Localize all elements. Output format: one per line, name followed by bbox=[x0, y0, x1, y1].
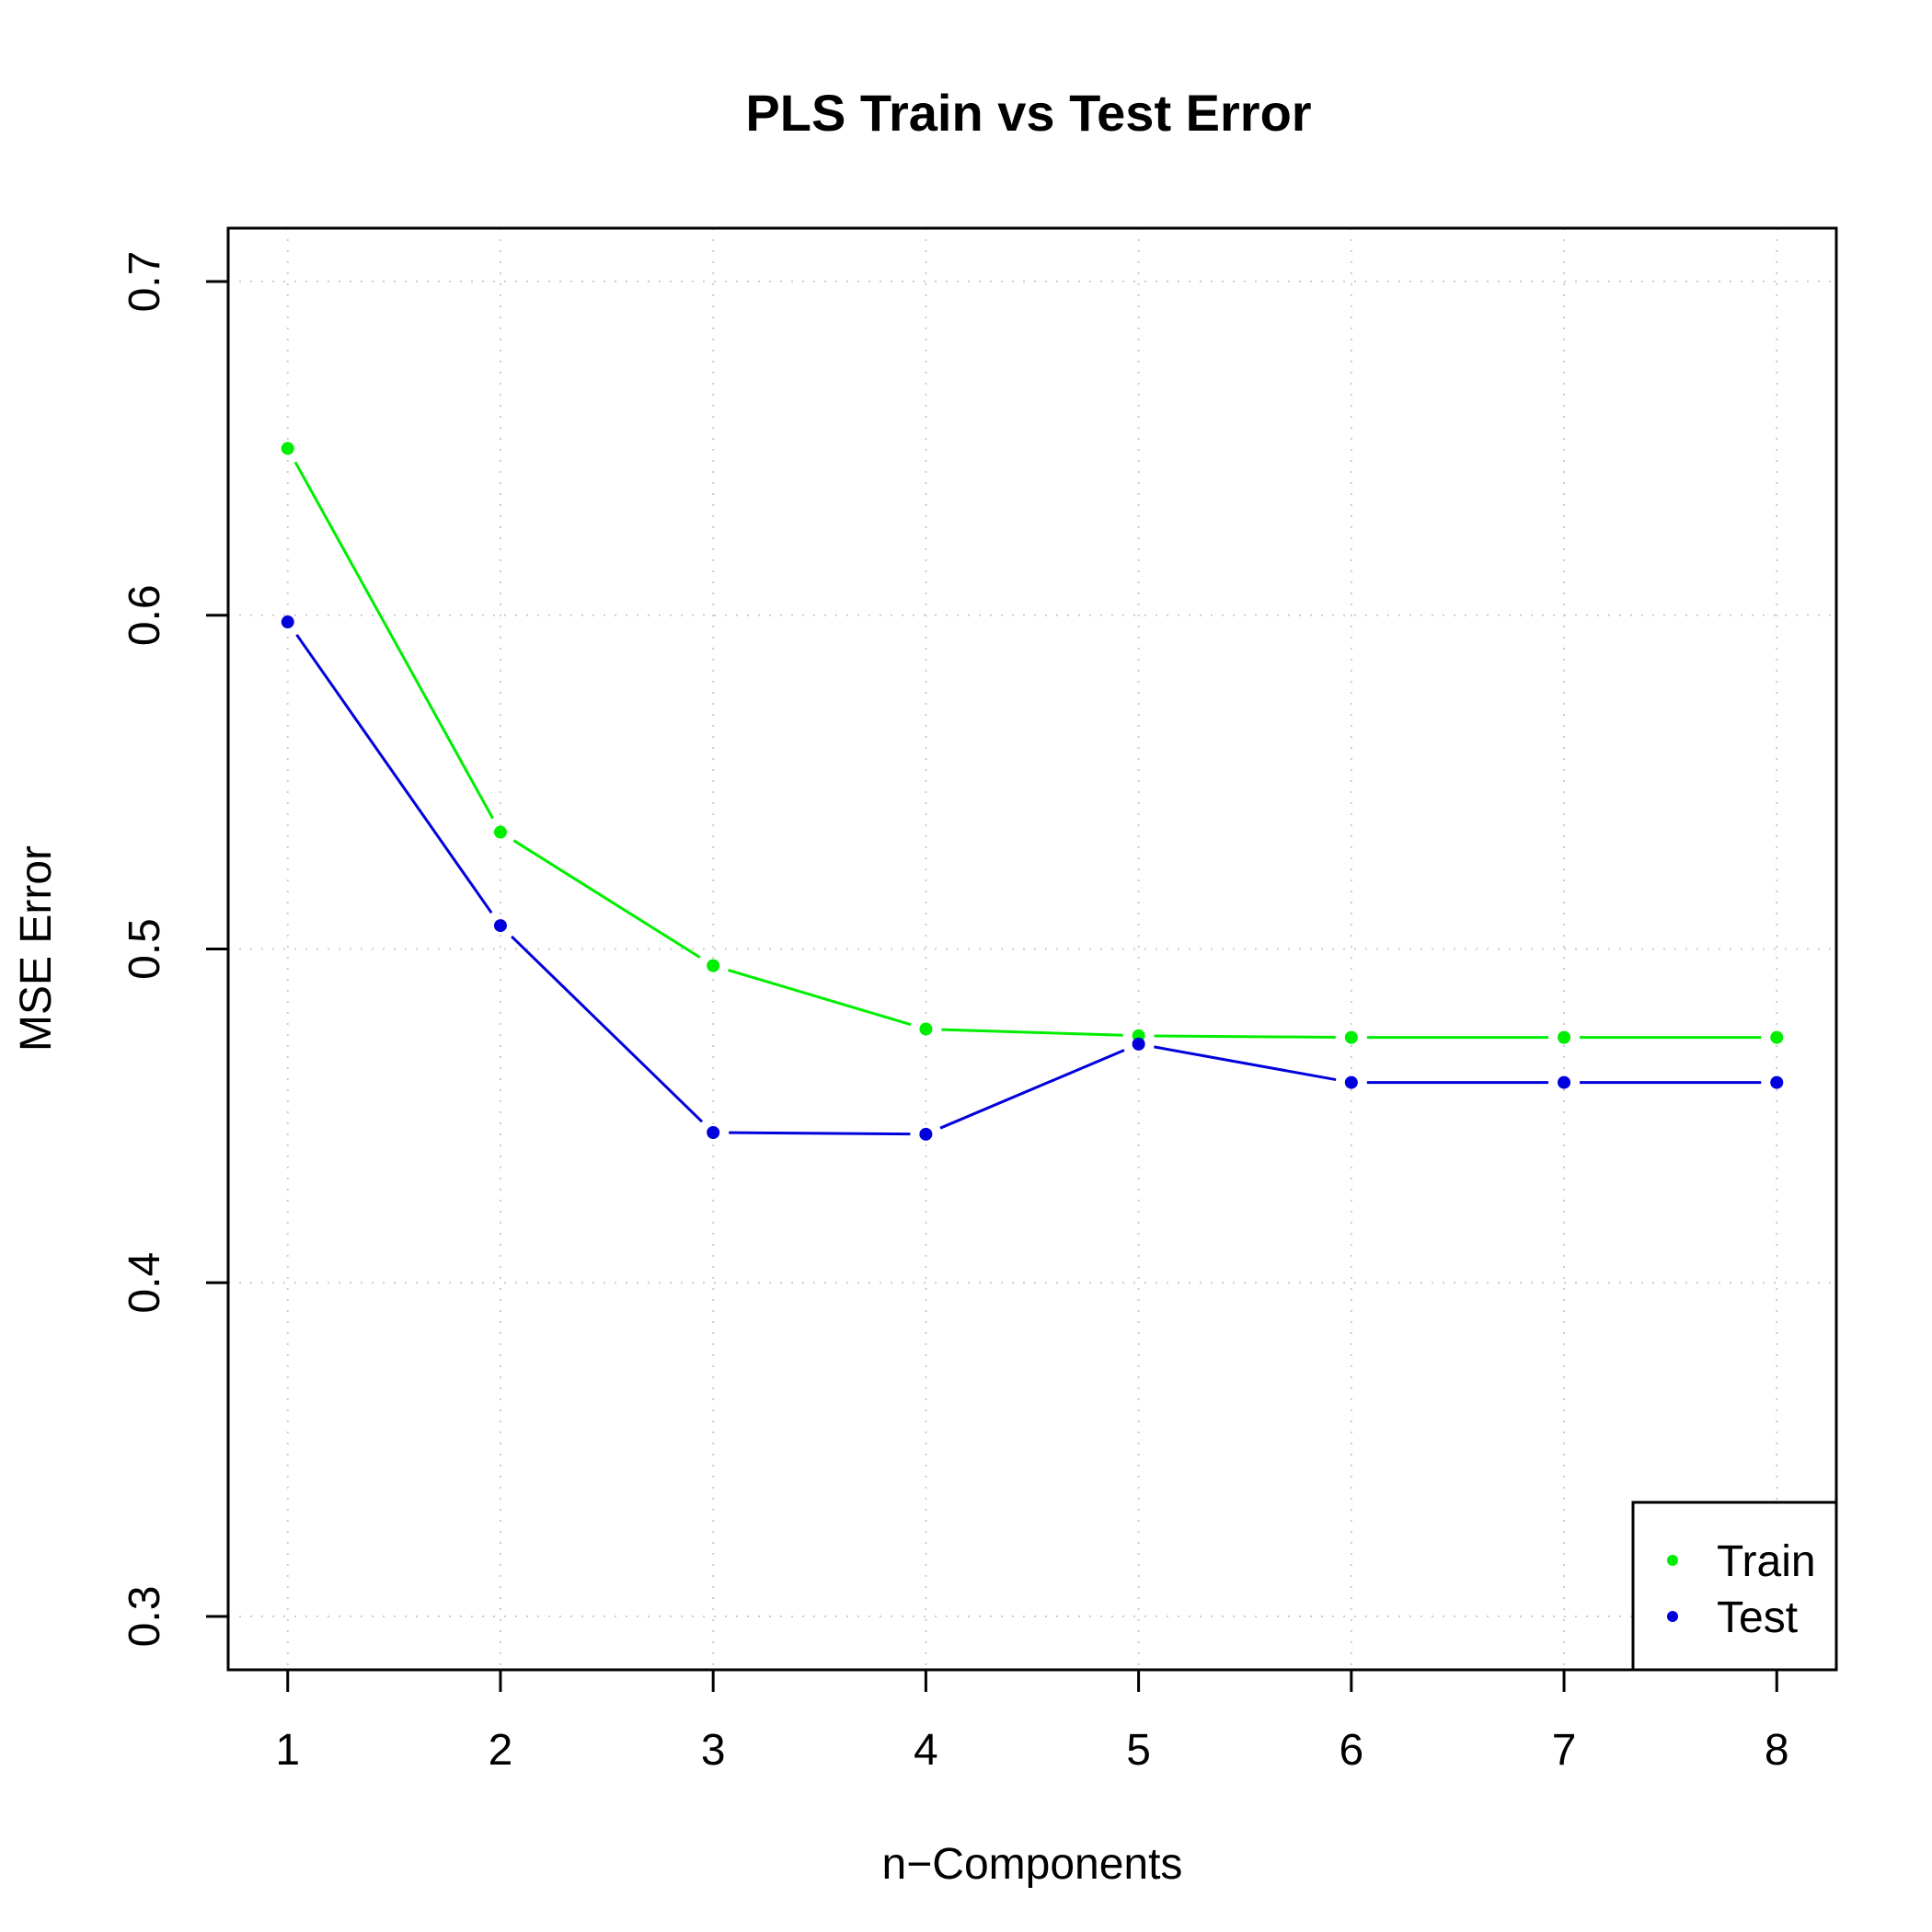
series-test bbox=[281, 615, 1784, 1141]
grid bbox=[228, 228, 1836, 1670]
point-train-8 bbox=[1770, 1030, 1784, 1044]
y-tick-label-0.7: 0.7 bbox=[121, 251, 169, 313]
point-test-3 bbox=[707, 1126, 720, 1140]
legend-box bbox=[1631, 1501, 1838, 1672]
point-train-4 bbox=[919, 1022, 933, 1036]
series-layer bbox=[281, 442, 1784, 1141]
legend-marker-test bbox=[1667, 1611, 1678, 1622]
y-tick-label-0.3: 0.3 bbox=[121, 1586, 169, 1648]
x-tick-label-4: 4 bbox=[914, 1726, 938, 1775]
y-tick-label-0.6: 0.6 bbox=[121, 584, 169, 646]
point-test-4 bbox=[919, 1127, 933, 1141]
point-train-3 bbox=[707, 959, 720, 972]
y-tick-label-0.4: 0.4 bbox=[121, 1252, 169, 1314]
line-segment-train-3 bbox=[728, 969, 912, 1027]
point-test-2 bbox=[493, 919, 507, 933]
x-tick-label-6: 6 bbox=[1339, 1726, 1363, 1775]
line-segment-test-4 bbox=[939, 1049, 1125, 1130]
point-train-6 bbox=[1344, 1030, 1358, 1044]
line-segment-test-5 bbox=[1154, 1045, 1337, 1082]
y-axis-label: MSE Error bbox=[12, 845, 61, 1052]
y-axis: 0.3 0.4 0.5 0.6 0.7 bbox=[121, 251, 230, 1648]
x-tick-label-1: 1 bbox=[275, 1726, 300, 1775]
line-segment-train-2 bbox=[512, 839, 701, 959]
legend: Train Test bbox=[1631, 1501, 1838, 1672]
legend-label-test: Test bbox=[1717, 1593, 1798, 1642]
point-test-8 bbox=[1770, 1075, 1784, 1089]
point-test-6 bbox=[1344, 1075, 1358, 1089]
x-tick-label-2: 2 bbox=[489, 1726, 513, 1775]
series-train bbox=[281, 442, 1784, 1044]
legend-label-train: Train bbox=[1717, 1537, 1816, 1586]
chart-title: PLS Train vs Test Error bbox=[745, 84, 1311, 142]
point-train-1 bbox=[281, 442, 294, 455]
line-segment-train-1 bbox=[293, 461, 495, 820]
line-segment-test-2 bbox=[511, 935, 704, 1123]
x-tick-label-7: 7 bbox=[1552, 1726, 1577, 1775]
point-train-2 bbox=[493, 825, 507, 839]
point-test-1 bbox=[281, 615, 294, 629]
point-train-7 bbox=[1558, 1030, 1571, 1044]
x-axis: 1 2 3 4 5 6 7 8 bbox=[275, 1668, 1789, 1775]
legend-marker-train bbox=[1667, 1555, 1678, 1566]
y-tick-label-0.5: 0.5 bbox=[121, 918, 169, 980]
plot-frame bbox=[226, 226, 1838, 1672]
line-segment-train-5 bbox=[1154, 1034, 1336, 1039]
line-segment-train-4 bbox=[941, 1028, 1123, 1037]
x-tick-label-5: 5 bbox=[1126, 1726, 1151, 1775]
line-segment-test-1 bbox=[295, 634, 493, 914]
x-tick-label-8: 8 bbox=[1765, 1726, 1789, 1775]
x-axis-label: n−Components bbox=[882, 1840, 1183, 1889]
point-test-5 bbox=[1132, 1037, 1145, 1051]
line-segment-test-3 bbox=[729, 1131, 911, 1136]
x-tick-label-3: 3 bbox=[701, 1726, 726, 1775]
point-test-7 bbox=[1558, 1075, 1571, 1089]
